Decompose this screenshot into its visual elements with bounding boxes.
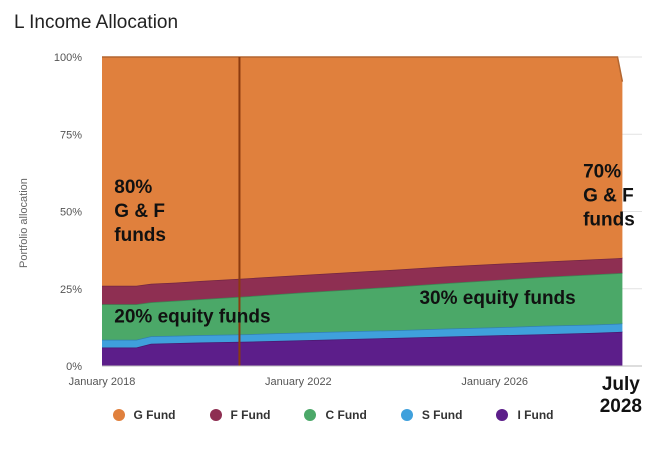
end-date-label: July 2028 xyxy=(600,374,642,418)
y-tick-labels: 0% 25% 50% 75% 100% xyxy=(54,52,82,373)
annotation-line: G & F xyxy=(583,186,634,207)
f-fund-dot-icon xyxy=(209,409,222,421)
annotation-0: 80% G & F funds xyxy=(114,177,166,246)
legend: G Fund F Fund C Fund S Fund I Fund xyxy=(0,408,666,422)
f-fund-area[interactable] xyxy=(102,257,623,305)
annotation-1: 70% G & F funds xyxy=(583,162,635,231)
annotation-3: 30% equity funds xyxy=(419,288,575,309)
y-tick-label: 25% xyxy=(60,284,82,296)
annotation-line: 20% equity funds xyxy=(114,307,270,328)
y-tick-label: 50% xyxy=(60,207,82,219)
g-fund-edge-line xyxy=(102,56,624,82)
annotation-line: 80% xyxy=(114,177,152,198)
g-fund-dot-icon xyxy=(112,409,125,421)
area-series xyxy=(102,56,624,366)
annotation-line: funds xyxy=(583,210,635,231)
x-tick-label: January 2026 xyxy=(461,376,528,388)
x-tick-labels: January 2018 January 2022 January 2026 xyxy=(69,376,528,388)
legend-label: G Fund xyxy=(133,408,176,422)
i-fund-dot-icon xyxy=(496,409,509,421)
legend-label: I Fund xyxy=(517,408,554,422)
annotation-line: 70% xyxy=(583,162,621,183)
c-fund-dot-icon xyxy=(304,409,317,421)
x-tick-label: January 2022 xyxy=(265,376,332,388)
legend-item-f-fund[interactable]: F Fund xyxy=(209,408,271,422)
legend-label: S Fund xyxy=(421,408,463,422)
legend-item-c-fund[interactable]: C Fund xyxy=(304,408,367,422)
legend-label: C Fund xyxy=(325,408,367,422)
chart-title: L Income Allocation xyxy=(14,12,179,33)
s-fund-area[interactable] xyxy=(102,323,623,348)
legend-item-s-fund[interactable]: S Fund xyxy=(400,408,463,422)
x-tick-label: January 2018 xyxy=(69,376,136,388)
annotation-2: 20% equity funds xyxy=(114,307,270,328)
end-date-year: 2028 xyxy=(599,396,642,417)
c-fund-area[interactable] xyxy=(102,273,623,340)
y-tick-label: 75% xyxy=(60,129,82,141)
annotations: 80% G & F funds 70% G & F funds 20% equity fun… xyxy=(114,162,635,328)
s-fund-dot-icon xyxy=(400,409,413,421)
annotation-line: 30% equity funds xyxy=(419,288,575,309)
legend-item-g-fund[interactable]: G Fund xyxy=(112,408,176,422)
g-fund-area[interactable] xyxy=(102,57,623,286)
i-fund-area[interactable] xyxy=(102,331,623,366)
annotation-line: funds xyxy=(114,225,166,246)
marker-line-group xyxy=(102,57,642,367)
legend-label: F Fund xyxy=(230,408,271,422)
annotation-line: G & F xyxy=(114,201,165,222)
y-tick-label: 100% xyxy=(54,52,82,64)
legend-item-i-fund[interactable]: I Fund xyxy=(496,408,553,422)
y-tick-label: 0% xyxy=(66,361,82,373)
end-date-month: July xyxy=(601,374,640,395)
